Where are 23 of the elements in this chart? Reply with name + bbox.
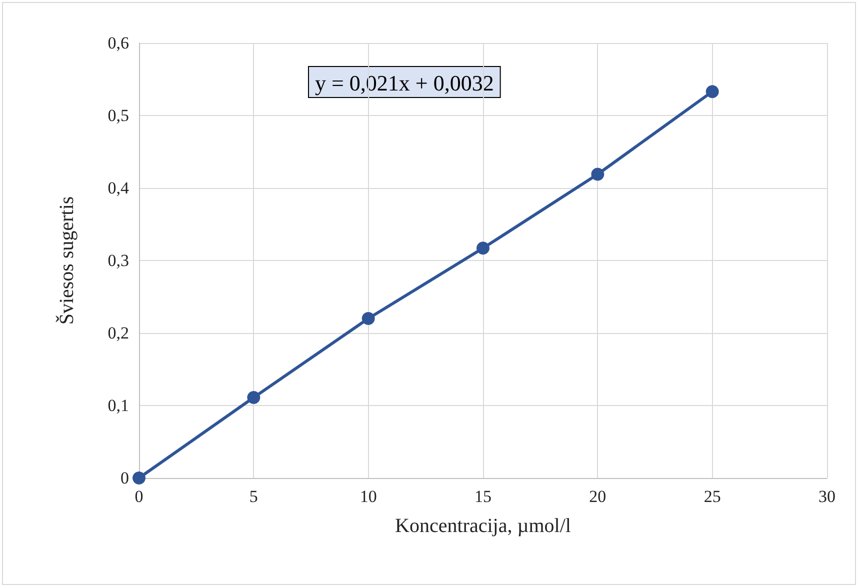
y-tick-label: 0,1 <box>108 396 129 415</box>
x-tick-label: 30 <box>818 487 836 506</box>
x-tick-label: 15 <box>474 487 492 506</box>
x-axis-title: Koncentracija, µmol/l <box>395 515 572 537</box>
point <box>591 168 604 181</box>
y-tick-label: 0,3 <box>108 251 129 270</box>
point <box>706 85 719 98</box>
x-tick-label: 0 <box>134 487 144 506</box>
point <box>132 472 146 484</box>
point <box>247 391 260 404</box>
y-tick-label: 0 <box>120 468 129 488</box>
y-tick-label: 0,2 <box>108 324 129 342</box>
x-tick-label: 20 <box>589 487 606 506</box>
x-tick-label: 5 <box>249 487 258 506</box>
y-tick-label: 0,4 <box>108 178 130 198</box>
x-tick-label: 25 <box>704 487 721 506</box>
y-tick-label: 0,6 <box>108 34 129 52</box>
y-axis-title: Šviesos sugertis <box>55 196 78 325</box>
x-tick-label: 10 <box>360 487 377 506</box>
point <box>362 312 375 325</box>
y-tick-label: 0,5 <box>108 106 129 125</box>
annotation: y = 0,021x + 0,0032 <box>315 70 494 96</box>
point <box>476 242 490 255</box>
